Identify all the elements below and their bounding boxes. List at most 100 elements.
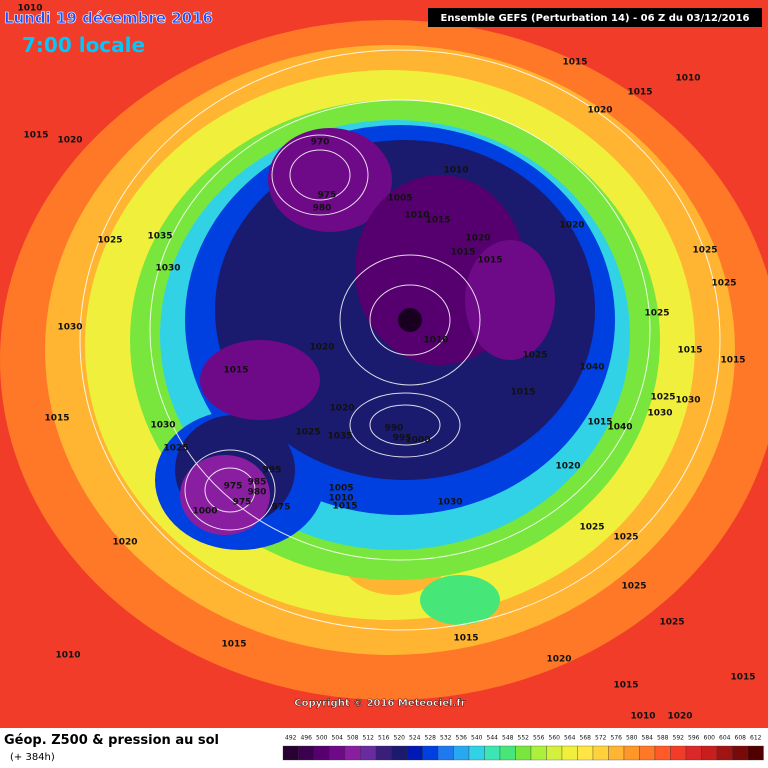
colorbar-swatch <box>654 745 671 761</box>
isobar-label: 1010 <box>423 336 448 346</box>
isobar-label: 1020 <box>309 343 334 353</box>
isobar-label: 1035 <box>147 232 172 242</box>
isobar-label: 975 <box>318 191 337 201</box>
colorbar-swatch <box>437 745 454 761</box>
colorbar-swatch <box>592 745 609 761</box>
isobar-label: 975 <box>272 503 291 513</box>
date: Lundi 19 décembre 2016 <box>4 9 213 27</box>
colorbar-label: 552 <box>518 735 530 742</box>
isobar-label: 1020 <box>112 538 137 548</box>
isobar-label: 1015 <box>453 634 478 644</box>
isobar-label: 1015 <box>477 256 502 266</box>
colorbar-swatch <box>329 745 346 761</box>
colorbar-label: 520 <box>394 735 406 742</box>
colorbar-label: 504 <box>332 735 344 742</box>
colorbar-swatch <box>375 745 392 761</box>
colorbar-swatch <box>701 745 718 761</box>
colorbar-label: 544 <box>487 735 499 742</box>
colorbar-label: 528 <box>425 735 437 742</box>
colorbar-swatch <box>344 745 361 761</box>
isobar-label: 1030 <box>57 323 82 333</box>
isobar-label: 1030 <box>155 264 180 274</box>
isobar-label: 1020 <box>546 655 571 665</box>
colorbar-swatch <box>453 745 470 761</box>
isobar-label: 1000 <box>192 507 217 517</box>
run-box <box>428 8 762 27</box>
isobar-label: 1040 <box>607 423 632 433</box>
colorbar-swatch <box>577 745 594 761</box>
isobar-label: 1025 <box>711 279 736 289</box>
colorbar-label: 564 <box>564 735 576 742</box>
colorbar-swatch <box>685 745 702 761</box>
isobar-label: 1020 <box>555 462 580 472</box>
isobar-label: 1030 <box>150 421 175 431</box>
isobar-label: 1005 <box>387 194 412 204</box>
isobar-label: 1025 <box>659 618 684 628</box>
colorbar-label: 592 <box>673 735 685 742</box>
colorbar-swatch <box>468 745 485 761</box>
colorbar-swatch <box>670 745 687 761</box>
isobar-label: 1030 <box>647 409 672 419</box>
isobar-label: 1010 <box>404 211 429 221</box>
colorbar-swatch <box>298 745 315 761</box>
colorbar-swatch <box>406 745 423 761</box>
isobar-label: 1030 <box>675 396 700 406</box>
isobar-label: 1015 <box>510 388 535 398</box>
isobar-label: 1015 <box>720 356 745 366</box>
isobar-label: 1015 <box>677 346 702 356</box>
colorbar-label: 580 <box>626 735 638 742</box>
lead-time: (+ 384h) <box>10 752 55 763</box>
isobar-label: 1015 <box>221 640 246 650</box>
isobar-label: 1025 <box>613 533 638 543</box>
colorbar-swatch <box>561 745 578 761</box>
isobar-label: 1015 <box>450 248 475 258</box>
colorbar-label: 576 <box>611 735 623 742</box>
isobar-label: 995 <box>393 434 412 444</box>
colorbar-label: 540 <box>471 735 483 742</box>
colorbar-swatch <box>515 745 532 761</box>
colorbar-swatch <box>639 745 656 761</box>
colorbar-label: 532 <box>440 735 452 742</box>
copyright: Copyright © 2016 Meteociel.fr <box>294 698 465 709</box>
isobar-label: 1015 <box>425 216 450 226</box>
colorbar-swatch <box>282 745 299 761</box>
isobar-label: 1010 <box>630 712 655 722</box>
colorbar-swatch <box>608 745 625 761</box>
isobar-label: 990 <box>385 424 404 434</box>
isobar-label: 980 <box>313 204 332 214</box>
field-name: Géop. Z500 & pression au sol <box>4 733 219 748</box>
isobar-label: 1015 <box>627 88 652 98</box>
colorbar-swatch <box>747 745 764 761</box>
isobar-label: 970 <box>311 138 330 148</box>
colorbar-swatch <box>391 745 408 761</box>
isobar-label: 1020 <box>465 234 490 244</box>
colorbar-label: 512 <box>363 735 375 742</box>
isobar-label: 1025 <box>579 523 604 533</box>
isobar-label: 995 <box>263 466 282 476</box>
colorbar-label: 508 <box>347 735 359 742</box>
isobar-label: 1015 <box>562 58 587 68</box>
run: Ensemble GEFS (Perturbation 14) - 06 Z d… <box>441 13 750 24</box>
isobar-label: 1010 <box>17 4 42 14</box>
colorbar-label: 612 <box>750 735 762 742</box>
isobar-label: 1025 <box>163 444 188 454</box>
isobar-label: 1015 <box>613 681 638 691</box>
colorbar-label: 500 <box>316 735 328 742</box>
isobar-label: 1020 <box>57 136 82 146</box>
isobar-label: 1040 <box>579 363 604 373</box>
isobar-label: 1015 <box>730 673 755 683</box>
isobar-label: 1020 <box>559 221 584 231</box>
isobar-label: 1025 <box>692 246 717 256</box>
isobar-label: 1020 <box>329 404 354 414</box>
isobar-label: 1025 <box>644 309 669 319</box>
colorbar-label: 600 <box>704 735 716 742</box>
colorbar-swatch <box>313 745 330 761</box>
time: 7:00 locale <box>22 33 145 57</box>
isobar-label: 1030 <box>437 498 462 508</box>
isobar-label: 1020 <box>667 712 692 722</box>
isobar-label: 1010 <box>328 494 353 504</box>
isobar-label: 1025 <box>295 428 320 438</box>
isobar-label: 975 <box>233 498 252 508</box>
isobar-label: 1020 <box>587 106 612 116</box>
colorbar-label: 492 <box>285 735 297 742</box>
